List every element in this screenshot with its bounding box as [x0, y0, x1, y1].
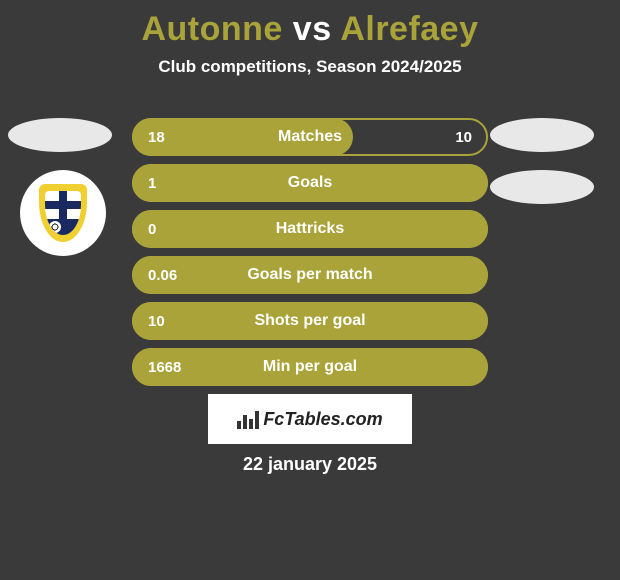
stat-row: 1Goals: [132, 164, 488, 202]
comparison-bars: 18Matches10 1Goals 0Hattricks 0.06Goals per…: [132, 118, 488, 394]
brand-text: FcTables.com: [263, 409, 382, 430]
stat-label: Shots per goal: [132, 302, 488, 340]
stat-label: Hattricks: [132, 210, 488, 248]
title-left: Autonne: [141, 10, 282, 48]
club-logo-left: [20, 170, 106, 256]
player-left-placeholder: [8, 118, 112, 152]
stat-row: 18Matches10: [132, 118, 488, 156]
bars-icon: [237, 409, 259, 429]
date-text: 22 january 2025: [0, 454, 620, 475]
player-right-placeholder-2: [490, 170, 594, 204]
stat-row: 10Shots per goal: [132, 302, 488, 340]
stat-row: 0Hattricks: [132, 210, 488, 248]
stat-right-value: 10: [455, 118, 472, 156]
page-title: Autonne vs Alrefaey: [0, 0, 620, 49]
player-right-placeholder-1: [490, 118, 594, 152]
brand-badge: FcTables.com: [208, 394, 412, 444]
stat-label: Goals: [132, 164, 488, 202]
stat-label: Min per goal: [132, 348, 488, 386]
title-vs: vs: [293, 10, 332, 48]
shield-icon: [39, 184, 87, 242]
title-right: Alrefaey: [340, 10, 478, 48]
stat-row: 1668Min per goal: [132, 348, 488, 386]
stat-label: Matches: [132, 118, 488, 156]
stat-label: Goals per match: [132, 256, 488, 294]
subtitle: Club competitions, Season 2024/2025: [0, 57, 620, 77]
stat-row: 0.06Goals per match: [132, 256, 488, 294]
